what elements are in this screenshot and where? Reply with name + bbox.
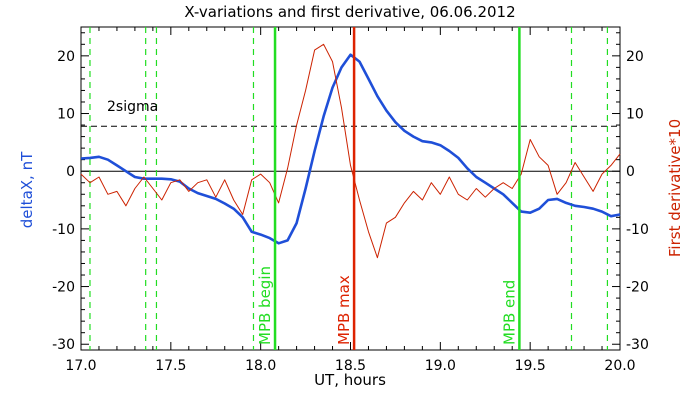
deltax-line <box>80 53 621 245</box>
mpb-marker-label: MPB begin <box>256 266 274 345</box>
y-tick-label-left: 20 <box>57 49 75 65</box>
x-tick-label: 19.0 <box>425 358 456 374</box>
derivative-line <box>80 43 621 259</box>
y-tick-label-left: -20 <box>52 280 75 296</box>
y-tick-label-left: -30 <box>52 337 75 353</box>
y-tick-label-right: 0 <box>626 164 635 180</box>
sigma-label: 2sigma <box>107 99 158 115</box>
y-tick-label-left: 10 <box>57 107 75 123</box>
x-tick-label: 17.0 <box>65 358 96 374</box>
y-tick-label-right: 20 <box>626 49 644 65</box>
y-tick-label-right: -30 <box>626 337 649 353</box>
x-tick-label: 19.5 <box>515 358 546 374</box>
plot-area <box>80 26 621 351</box>
y-tick-label-right: -10 <box>626 222 649 238</box>
x-tick-label: 18.0 <box>245 358 276 374</box>
y-tick-label-left: 0 <box>66 164 75 180</box>
x-tick-label: 20.0 <box>604 358 635 374</box>
chart-title: X-variations and first derivative, 06.06… <box>184 3 515 21</box>
mpb-marker-label: MPB max <box>335 275 353 345</box>
mpb-marker-label: MPB end <box>500 280 518 345</box>
y-axis-label-left: deltaX, nT <box>18 151 36 228</box>
y-tick-label-right: -20 <box>626 280 649 296</box>
x-tick-label: 17.5 <box>155 358 186 374</box>
y-tick-label-left: -10 <box>52 222 75 238</box>
y-tick-label-right: 10 <box>626 107 644 123</box>
x-tick-label: 18.5 <box>335 358 366 374</box>
x-axis-label: UT, hours <box>314 371 386 389</box>
y-axis-label-right: First derivative*10 <box>666 119 684 257</box>
